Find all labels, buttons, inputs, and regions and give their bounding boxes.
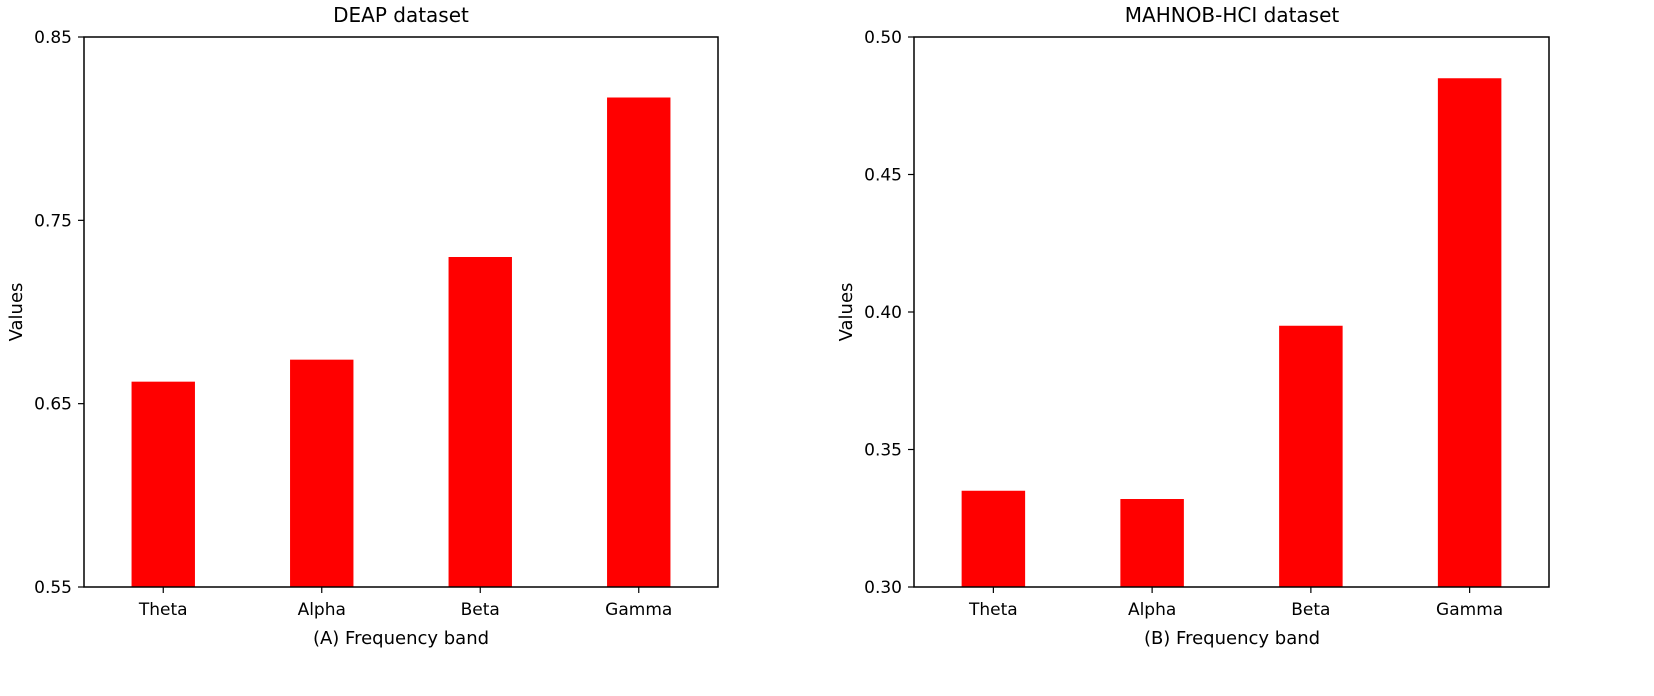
x-ticks: Theta Alpha Beta Gamma (138, 587, 672, 620)
plot-frame (83, 36, 719, 588)
x-ticks: Theta Alpha Beta Gamma (968, 587, 1503, 620)
bar-alpha (290, 359, 354, 587)
x-tick-label: Theta (968, 600, 1018, 620)
x-tick-label: Alpha (298, 600, 346, 620)
bar-beta (1279, 325, 1343, 587)
bar-theta (131, 381, 195, 587)
bar-theta (961, 490, 1026, 587)
x-tick-label: Alpha (1128, 600, 1176, 620)
y-ticks: 0.30 0.35 0.40 0.45 0.50 (864, 28, 914, 598)
x-tick-label: Beta (461, 600, 500, 620)
bar-alpha (1120, 499, 1184, 587)
y-tick-label: 0.40 (864, 303, 902, 323)
bar-beta (448, 257, 512, 587)
x-axis-label: (B) Frequency band (1144, 628, 1320, 649)
x-tick-label: Theta (138, 600, 188, 620)
bars (961, 78, 1502, 587)
y-tick-label: 0.55 (34, 578, 72, 598)
bar-gamma (607, 97, 671, 587)
x-tick-label: Beta (1291, 600, 1330, 620)
x-tick-label: Gamma (1436, 600, 1503, 620)
y-ticks: 0.55 0.65 0.75 0.85 (34, 28, 84, 598)
x-tick-label: Gamma (605, 600, 672, 620)
chart-title: DEAP dataset (333, 3, 469, 27)
chart-panel-deap: DEAP dataset Values (A) Frequency band 0… (6, 3, 719, 649)
y-tick-label: 0.85 (34, 28, 72, 48)
plot-frame (913, 36, 1550, 588)
bar-gamma (1437, 78, 1502, 587)
y-tick-label: 0.45 (864, 166, 902, 186)
bars (131, 97, 671, 587)
y-axis-label: Values (6, 283, 27, 342)
y-tick-label: 0.65 (34, 395, 72, 415)
chart-title: MAHNOB-HCI dataset (1125, 3, 1340, 27)
chart-panel-mahnob-hci: MAHNOB-HCI dataset Values (B) Frequency … (836, 3, 1550, 649)
y-tick-label: 0.50 (864, 28, 902, 48)
y-tick-label: 0.30 (864, 578, 902, 598)
x-axis-label: (A) Frequency band (313, 628, 489, 649)
y-tick-label: 0.35 (864, 441, 902, 461)
y-axis-label: Values (836, 283, 857, 342)
y-tick-label: 0.75 (34, 211, 72, 231)
